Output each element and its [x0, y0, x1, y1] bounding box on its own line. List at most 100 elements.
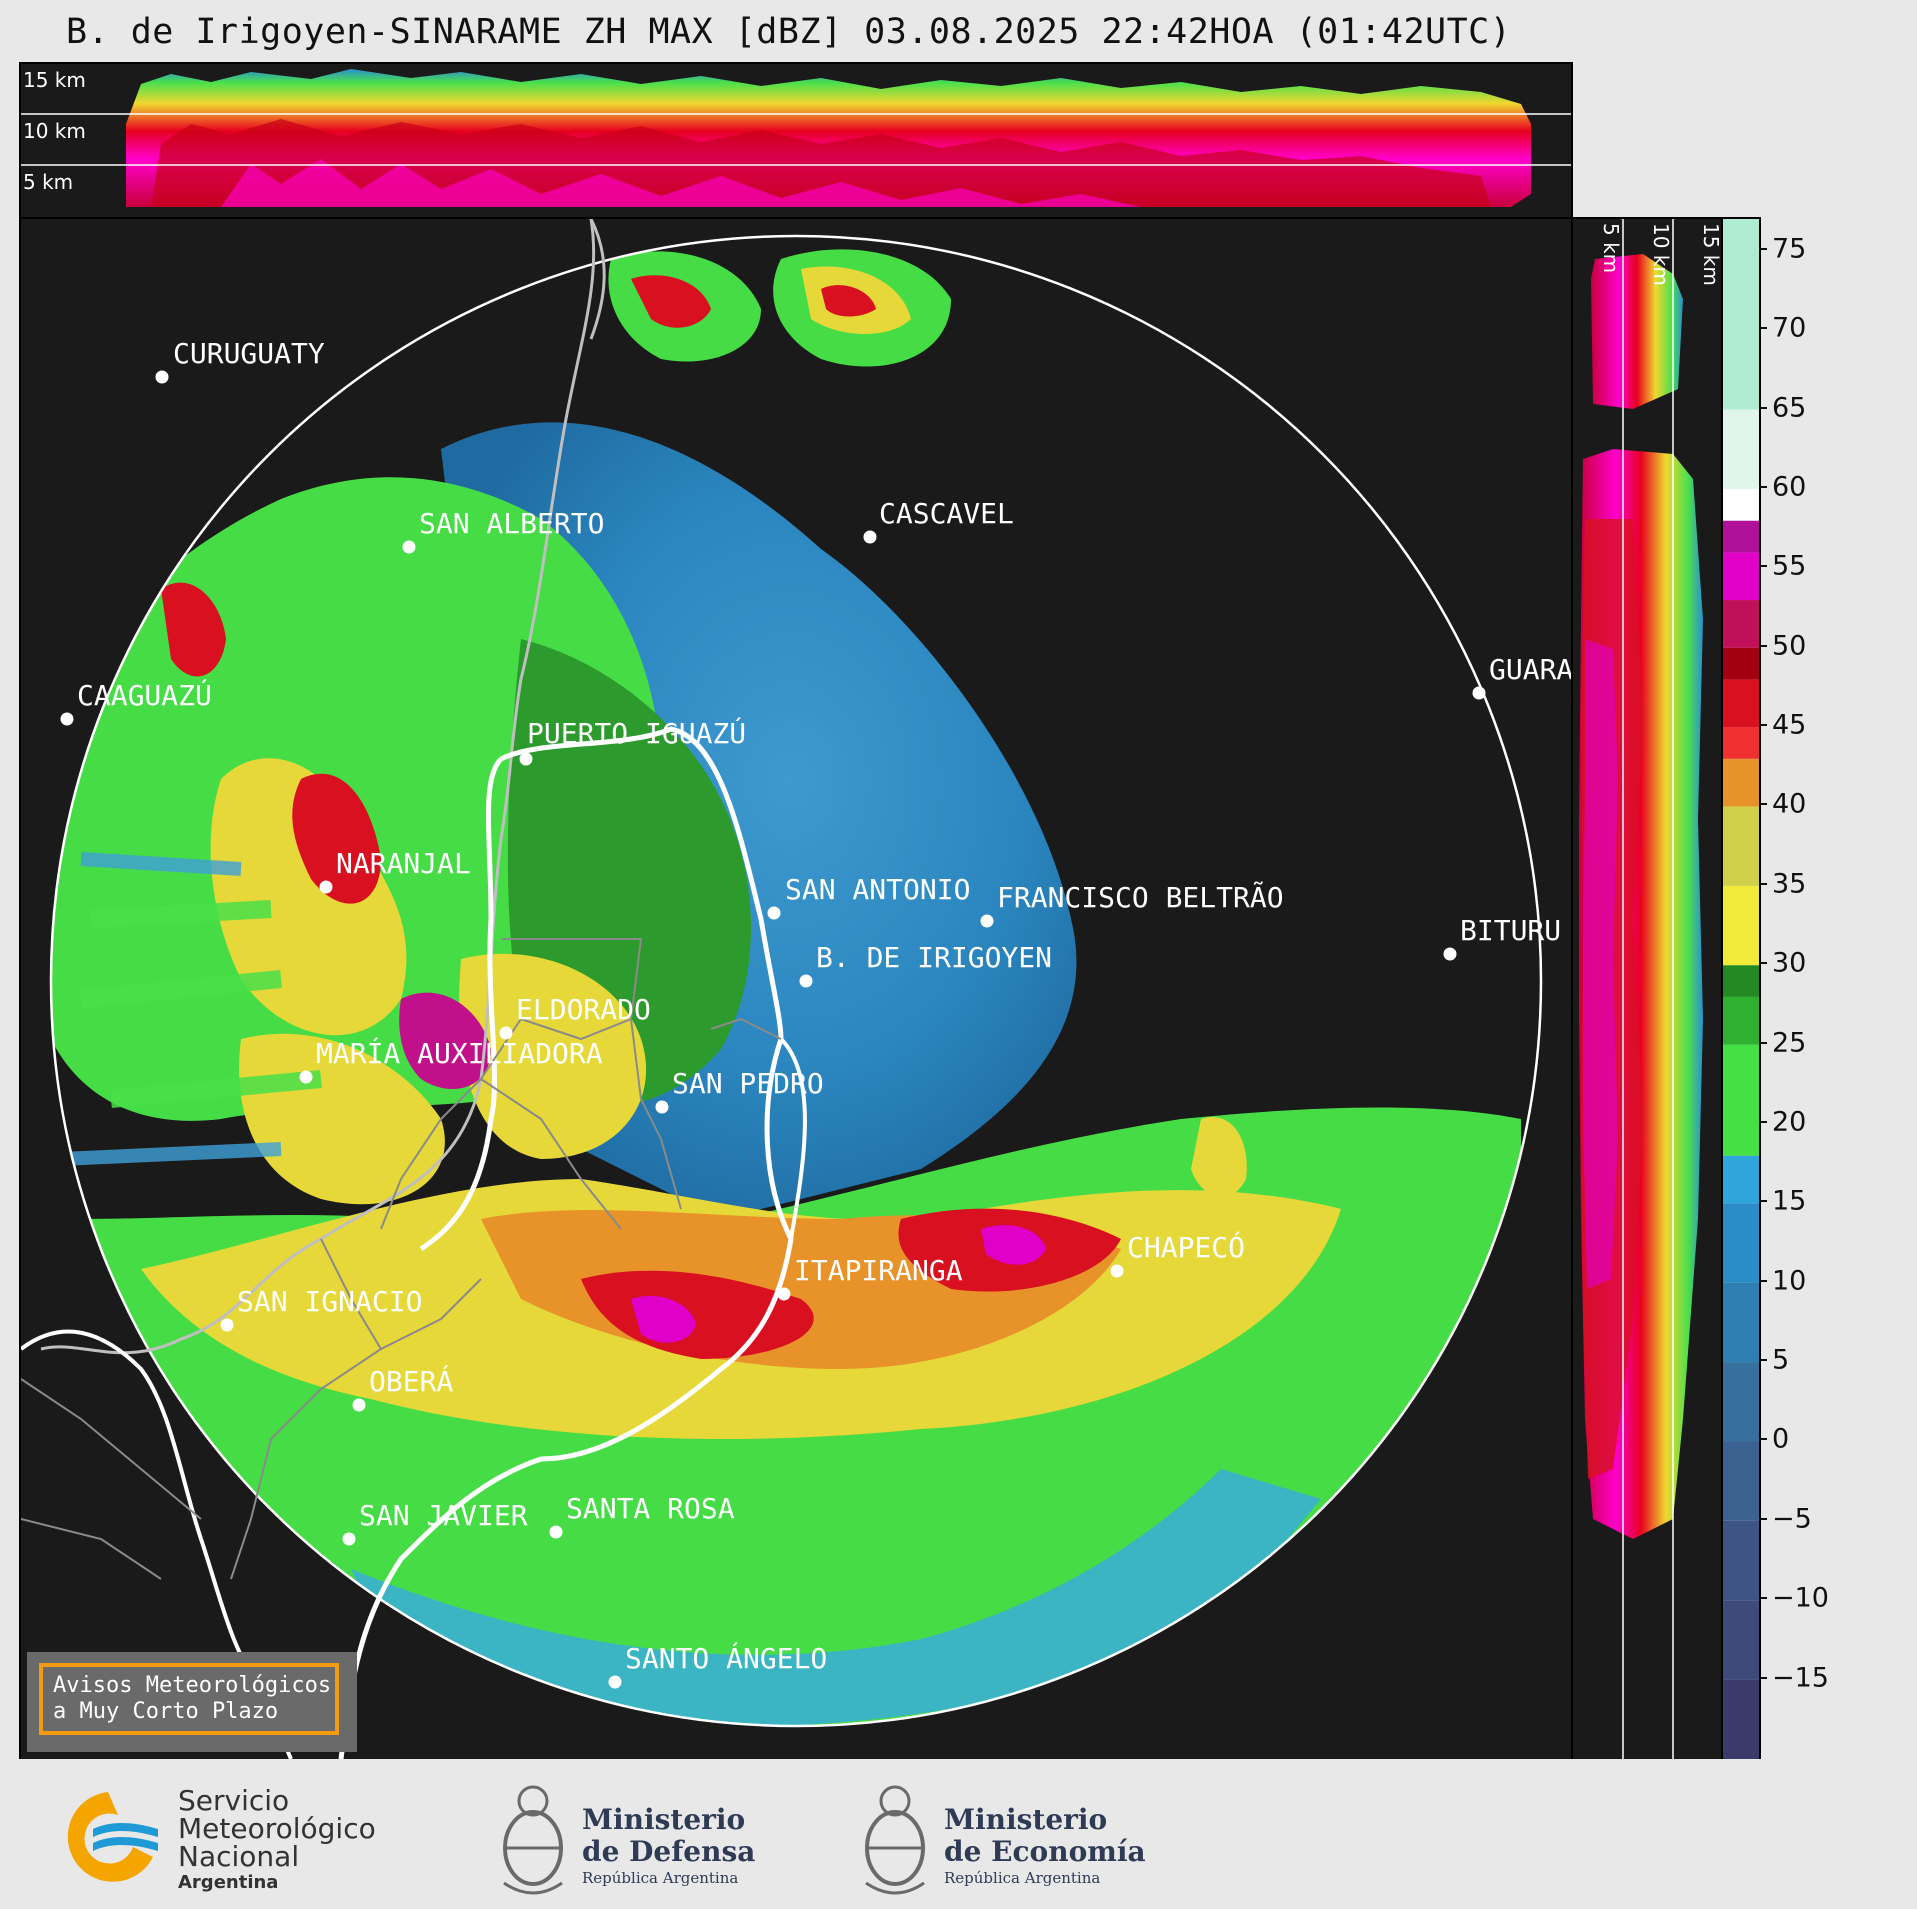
top-cross-section-image — [21, 69, 1571, 207]
city-dot-caaguazu — [60, 712, 74, 726]
defensa-coat-of-arms-icon — [503, 1785, 563, 1895]
colorbar-tick-mark — [1759, 962, 1767, 965]
colorbar-tick-mark — [1759, 1041, 1767, 1044]
colorbar-segment — [1723, 1155, 1759, 1204]
city-label-cascavel: CASCAVEL — [879, 497, 1014, 530]
economia-coat-of-arms-icon — [865, 1785, 925, 1895]
colorbar-segment — [1723, 488, 1759, 521]
city-dot-san-antonio — [767, 906, 781, 920]
colorbar-tick-mark — [1759, 1279, 1767, 1282]
colorbar-tick-mark — [1759, 1120, 1767, 1123]
economia-line-1: Ministerio — [944, 1803, 1108, 1836]
colorbar-tick-label: 10 — [1772, 1265, 1807, 1297]
colorbar-tick-mark — [1759, 724, 1767, 727]
colorbar-segment — [1723, 1203, 1759, 1283]
city-dot-santa-rosa — [549, 1525, 563, 1539]
colorbar-tick-label: 20 — [1772, 1106, 1807, 1138]
colorbar-segment — [1723, 679, 1759, 728]
warning-box: Avisos Meteorológicos a Muy Corto Plazo — [27, 1652, 357, 1752]
colorbar-segment — [1723, 647, 1759, 680]
colorbar-tick-label: 70 — [1772, 312, 1807, 344]
city-dot-francisco-beltrao — [980, 914, 994, 928]
colorbar-tick-label: 65 — [1772, 392, 1807, 423]
colorbar-tick-mark — [1759, 1597, 1767, 1600]
city-label-santo-angelo: SANTO ÁNGELO — [625, 1642, 828, 1675]
city-label-francisco-beltrao: FRANCISCO BELTRÃO — [997, 881, 1284, 914]
city-dot-obera — [352, 1398, 366, 1412]
city-label-guara: GUARA — [1489, 653, 1573, 686]
colorbar-tick-label: 25 — [1772, 1027, 1807, 1059]
smn-logo-icon — [67, 1792, 158, 1882]
colorbar-tick-mark — [1759, 565, 1767, 568]
city-dot-cascavel — [863, 530, 877, 544]
city-dot-chapeco — [1110, 1264, 1124, 1278]
colorbar-tick-mark — [1759, 247, 1767, 250]
colorbar-tick-mark — [1759, 406, 1767, 409]
page-title: B. de Irigoyen-SINARAME ZH MAX [dBZ] 03.… — [66, 12, 1512, 52]
radar-reflectivity-image — [21, 219, 1543, 1759]
city-dot-naranjal — [319, 880, 333, 894]
colorbar-segment — [1723, 552, 1759, 601]
colorbar-tick-mark — [1759, 882, 1767, 885]
colorbar-tick-label: 40 — [1772, 788, 1807, 820]
city-dot-b-de-irigoyen — [799, 974, 813, 988]
colorbar-tick-label: 50 — [1772, 630, 1807, 662]
colorbar-tick-mark — [1759, 1676, 1767, 1679]
city-label-san-javier: SAN JAVIER — [359, 1499, 528, 1532]
side-cross-section-image — [1579, 219, 1703, 1759]
colorbar-tick-mark — [1759, 1438, 1767, 1441]
city-label-bituru: BITURU — [1460, 914, 1562, 947]
city-dot-san-pedro — [655, 1100, 669, 1114]
side-km-label-10: 10 km — [1649, 223, 1673, 286]
colorbar-tick-label: −5 — [1772, 1503, 1812, 1535]
city-label-san-ignacio: SAN IGNACIO — [237, 1285, 423, 1318]
colorbar-tick-label: 55 — [1772, 550, 1807, 582]
top-km-label-5: 5 km — [23, 170, 74, 194]
city-dot-itapiranga — [777, 1287, 791, 1301]
colorbar-tick-label: −15 — [1772, 1662, 1829, 1694]
city-dot-san-alberto — [402, 540, 416, 554]
city-dot-santo-angelo — [608, 1675, 622, 1689]
footer: Servicio Meteorológico Nacional Argentin… — [0, 1759, 1917, 1909]
city-label-curuguaty: CURUGUATY — [173, 337, 325, 370]
defensa-line-2: de Defensa — [582, 1835, 756, 1868]
smn-line-3: Nacional — [178, 1840, 300, 1873]
colorbar-tick-mark — [1759, 644, 1767, 647]
colorbar-segment — [1723, 727, 1759, 759]
colorbar-tick-mark — [1759, 485, 1767, 488]
colorbar-segment — [1723, 885, 1759, 966]
city-label-puerto-iguazu: PUERTO IGUAZÚ — [527, 717, 747, 750]
colorbar-segment — [1723, 996, 1759, 1045]
colorbar-tick-label: 35 — [1772, 868, 1807, 900]
city-dot-bituru — [1443, 947, 1457, 961]
colorbar-segment — [1723, 520, 1759, 553]
smn-line-1: Servicio — [178, 1784, 290, 1817]
colorbar-tick-mark — [1759, 1517, 1767, 1520]
colorbar-segment — [1723, 1282, 1759, 1363]
side-km-label-15: 15 km — [1699, 223, 1723, 286]
colorbar-tick-mark — [1759, 803, 1767, 806]
city-label-itapiranga: ITAPIRANGA — [794, 1254, 963, 1287]
colorbar-tick-mark — [1759, 1359, 1767, 1362]
colorbar-tick-mark — [1759, 1200, 1767, 1203]
colorbar-tick-label: 15 — [1772, 1185, 1807, 1217]
city-dot-maria-auxiliadora — [299, 1070, 313, 1084]
colorbar-segment — [1723, 1441, 1759, 1521]
colorbar-segment — [1723, 1044, 1759, 1156]
city-label-eldorado: ELDORADO — [516, 993, 651, 1026]
colorbar-segment — [1723, 1679, 1759, 1759]
colorbar-tick-mark — [1759, 327, 1767, 330]
top-km-label-15: 15 km — [23, 68, 86, 92]
side-cross-section-panel: 5 km 10 km 15 km — [1571, 217, 1723, 1761]
top-km-label-10: 10 km — [23, 119, 86, 143]
city-label-san-antonio: SAN ANTONIO — [785, 873, 971, 906]
colorbar-tick-label: 0 — [1772, 1423, 1790, 1455]
city-label-san-alberto: SAN ALBERTO — [419, 507, 605, 540]
city-label-naranjal: NARANJAL — [336, 847, 471, 880]
radar-map-panel: CURUGUATY SAN ALBERTO CASCAVEL CAAGUAZÚ … — [19, 217, 1573, 1761]
colorbar-segment — [1723, 219, 1759, 410]
colorbar-segment — [1723, 758, 1759, 807]
warning-box-inner: Avisos Meteorológicos a Muy Corto Plazo — [39, 1663, 339, 1735]
colorbar-tick-label: 75 — [1772, 233, 1807, 265]
smn-line-4: Argentina — [178, 1872, 279, 1893]
